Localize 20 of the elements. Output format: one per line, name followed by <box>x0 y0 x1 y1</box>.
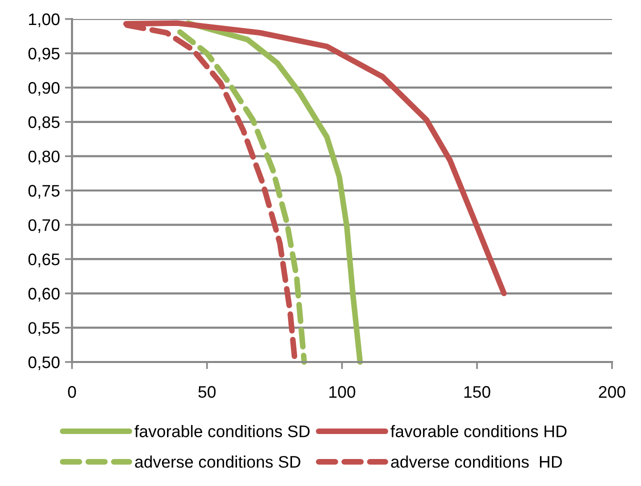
x-tick-label: 50 <box>198 386 216 398</box>
legend-label: favorable conditions HD <box>390 425 567 438</box>
y-tick-label: 0,55 <box>28 322 60 336</box>
y-tick-label: 0,70 <box>28 219 60 233</box>
x-tick-label: 150 <box>464 386 490 398</box>
y-tick-label: 0,85 <box>28 116 60 130</box>
y-tick-label: 0,75 <box>28 184 60 199</box>
legend-label: adverse conditions SD <box>135 456 300 468</box>
legend-label: adverse conditions HD <box>391 456 562 468</box>
legend-label: favorable conditions SD <box>134 425 310 438</box>
x-tick-label: 200 <box>598 386 626 398</box>
x-tick-label: 100 <box>329 386 356 398</box>
y-tick-label: 0,65 <box>28 254 60 268</box>
y-tick-label: 0,90 <box>28 82 60 96</box>
y-tick-label: 0,60 <box>28 288 60 302</box>
y-tick-label: 0,50 <box>28 356 60 370</box>
x-tick-label: 0 <box>68 386 76 398</box>
y-tick-label: 0,80 <box>28 150 60 164</box>
y-tick-label: 1,00 <box>29 13 60 28</box>
y-tick-label: 0,95 <box>28 48 60 62</box>
